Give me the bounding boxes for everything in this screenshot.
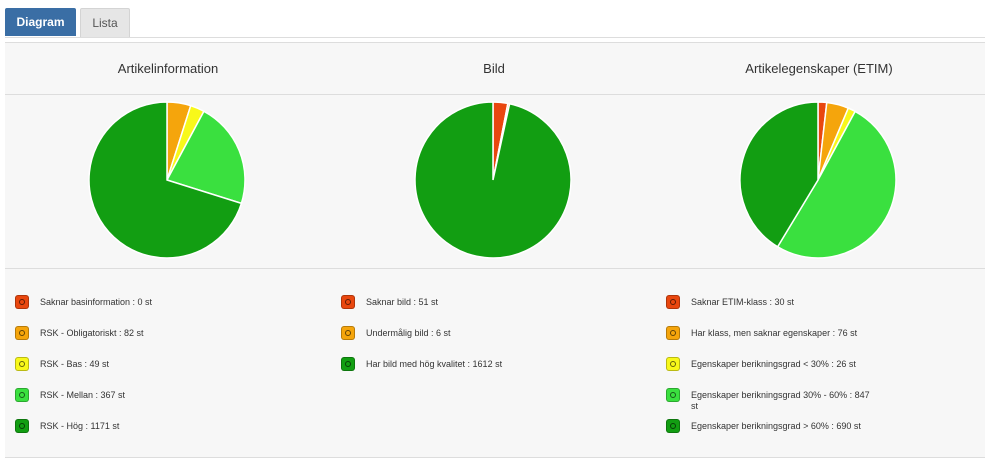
tab-divider <box>5 37 985 38</box>
legend-label: RSK - Bas : 49 st <box>40 359 110 369</box>
legend-swatch <box>15 295 29 309</box>
legend-label: Har bild med hög kvalitet : 1612 st <box>366 359 503 369</box>
legend-label: Undermålig bild : 6 st <box>366 328 451 338</box>
legend-swatch <box>341 326 355 340</box>
pie-chart <box>739 101 897 259</box>
chart-column: Artikelegenskaper (ETIM) Saknar ETIM-klas… <box>656 43 982 457</box>
tab-lista[interactable]: Lista <box>80 8 130 37</box>
legend-label: RSK - Hög : 1171 st <box>40 421 120 431</box>
legend-swatch <box>666 388 680 402</box>
pie-slice <box>739 101 819 248</box>
divider <box>5 268 985 269</box>
chart-panel: Artikelinformation Saknar basinformation … <box>5 42 985 458</box>
legend-swatch <box>15 357 29 371</box>
legend-swatch <box>666 357 680 371</box>
pie-chart <box>88 101 246 259</box>
chart-title: Artikelinformation <box>117 61 219 76</box>
chart-title: Artikelegenskaper (ETIM) <box>745 61 893 76</box>
pie-slice <box>776 110 897 259</box>
chart-column: Bild Saknar bild : 51 st Undermålig bild :… <box>331 43 657 457</box>
legend-label: Saknar basinformation : 0 st <box>40 297 153 307</box>
pie-chart <box>414 101 572 259</box>
legend-swatch <box>666 419 680 433</box>
tab-diagram[interactable]: Diagram <box>5 8 76 36</box>
legend-swatch <box>341 357 355 371</box>
legend-swatch <box>341 295 355 309</box>
pie-slice <box>165 110 246 205</box>
legend-label: Har klass, men saknar egenskaper : 76 st <box>691 328 858 338</box>
legend-label: RSK - Obligatoriskt : 82 st <box>40 328 144 338</box>
legend-label: Egenskaper berikningsgrad 30% - 60% : 84… <box>691 390 870 411</box>
legend-swatch <box>15 388 29 402</box>
chart-column: Artikelinformation Saknar basinformation … <box>5 43 331 457</box>
divider <box>5 94 985 95</box>
legend-swatch <box>15 326 29 340</box>
chart-title: Bild <box>483 61 505 76</box>
legend-swatch <box>666 295 680 309</box>
legend-label: RSK - Mellan : 367 st <box>40 390 126 400</box>
pie-slice <box>88 101 243 259</box>
legend-swatch <box>15 419 29 433</box>
legend-label: Egenskaper berikningsgrad < 30% : 26 st <box>691 359 856 369</box>
legend-swatch <box>666 326 680 340</box>
legend-label: Saknar ETIM-klass : 30 st <box>691 297 795 307</box>
pie-slice <box>414 101 572 259</box>
legend-label: Saknar bild : 51 st <box>366 297 439 307</box>
legend-label: Egenskaper berikningsgrad > 60% : 690 st <box>691 421 861 431</box>
